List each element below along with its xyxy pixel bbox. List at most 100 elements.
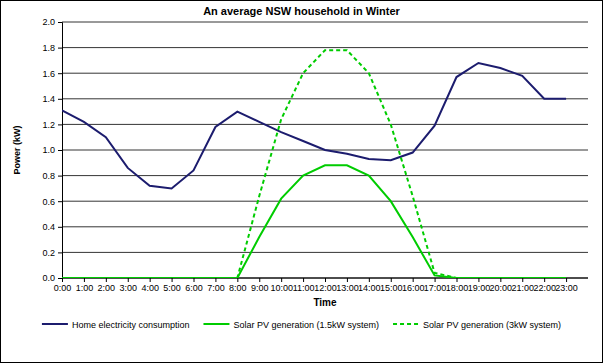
x-tick: 22:00 — [533, 278, 556, 293]
x-tick-mark — [391, 278, 392, 282]
x-tick-label: 15:00 — [380, 283, 403, 293]
y-axis-title: Power (kW) — [12, 125, 22, 174]
x-tick-label: 2:00 — [98, 283, 116, 293]
x-tick: 23:00 — [555, 278, 578, 293]
x-tick: 1:00 — [76, 278, 94, 293]
y-tick-mark — [58, 124, 62, 125]
legend-swatch — [42, 323, 68, 325]
y-tick-label: 1.6 — [42, 69, 55, 79]
y-tick-mark — [58, 227, 62, 228]
plot-lines — [62, 50, 566, 278]
y-tick-label: 0.0 — [42, 273, 55, 283]
x-tick: 20:00 — [490, 278, 513, 293]
x-tick: 8:00 — [229, 278, 247, 293]
legend: Home electricity consumption Solar PV gen… — [42, 320, 561, 330]
x-tick: 15:00 — [380, 278, 403, 293]
x-tick-label: 22:00 — [533, 283, 556, 293]
y-tick-mark — [58, 48, 62, 49]
x-tick-mark — [478, 278, 479, 282]
x-tick-mark — [84, 278, 85, 282]
x-tick-label: 21:00 — [511, 283, 534, 293]
x-tick: 18:00 — [446, 278, 469, 293]
x-tick-label: 9:00 — [251, 283, 269, 293]
y-tick-mark — [58, 22, 62, 23]
series-line — [62, 165, 566, 278]
legend-label: Solar PV generation (1.5kW system) — [233, 320, 379, 330]
y-tick: 1.4 — [42, 94, 62, 104]
x-tick-label: 14:00 — [358, 283, 381, 293]
y-tick-label: 0.8 — [42, 171, 55, 181]
y-axis-line — [58, 23, 63, 279]
y-tick: 0.8 — [42, 171, 62, 181]
x-tick-mark — [237, 278, 238, 282]
y-tick: 2.0 — [42, 17, 62, 27]
x-tick-mark — [500, 278, 501, 282]
x-tick-label: 23:00 — [555, 283, 578, 293]
x-tick-label: 1:00 — [76, 283, 94, 293]
x-tick-mark — [128, 278, 129, 282]
x-tick-mark — [215, 278, 216, 282]
x-tick: 0:00 — [54, 278, 72, 293]
x-tick-mark — [369, 278, 370, 282]
legend-swatch — [203, 323, 229, 325]
y-tick-mark — [58, 252, 62, 253]
legend-label: Home electricity consumption — [72, 320, 190, 330]
x-tick-mark — [457, 278, 458, 282]
x-tick: 7:00 — [207, 278, 225, 293]
x-tick-label: 17:00 — [424, 283, 447, 293]
y-tick-label: 0.6 — [42, 197, 55, 207]
y-tick-mark — [58, 150, 62, 151]
x-tick-label: 18:00 — [446, 283, 469, 293]
legend-item: Solar PV generation (3kW system) — [393, 320, 561, 330]
x-tick-mark — [62, 278, 63, 282]
grid-line — [62, 252, 588, 253]
x-tick-label: 7:00 — [207, 283, 225, 293]
x-tick: 21:00 — [511, 278, 534, 293]
x-tick-mark — [413, 278, 414, 282]
y-tick-label: 1.0 — [42, 145, 55, 155]
x-tick: 12:00 — [314, 278, 337, 293]
x-axis: 0:00 1:00 2:003:00 4:00 5:00 6:00 7:00 8:00 9:00… — [54, 278, 588, 293]
x-tick: 4:00 — [141, 278, 159, 293]
x-tick-mark — [347, 278, 348, 282]
x-tick: 10:00 — [270, 278, 293, 293]
y-tick-mark — [58, 278, 62, 279]
x-tick-label: 10:00 — [270, 283, 293, 293]
x-tick: 11:00 — [293, 278, 315, 293]
grid-line — [62, 73, 588, 74]
y-tick-label: 1.4 — [42, 94, 55, 104]
y-tick: 1.2 — [42, 120, 62, 130]
x-tick-label: 3:00 — [119, 283, 137, 293]
y-tick-mark — [58, 73, 62, 74]
x-tick-mark — [259, 278, 260, 282]
grid-line — [62, 226, 588, 227]
x-tick-mark — [150, 278, 151, 282]
x-tick-mark — [522, 278, 523, 282]
x-tick-mark — [194, 278, 195, 282]
x-tick-mark — [106, 278, 107, 282]
y-tick-mark — [58, 99, 62, 100]
chart-border — [1, 1, 603, 363]
grid-line — [62, 175, 588, 176]
grid-line — [62, 201, 588, 202]
legend-item: Home electricity consumption — [42, 320, 190, 330]
x-tick-mark — [566, 278, 567, 282]
x-tick-label: 12:00 — [314, 283, 337, 293]
x-tick-label: 0:00 — [54, 283, 72, 293]
x-tick-label: 6:00 — [185, 283, 203, 293]
y-tick: 1.0 — [42, 145, 62, 155]
y-tick-label: 0.4 — [42, 222, 55, 232]
x-tick-mark — [303, 278, 304, 282]
y-tick: 0.2 — [42, 248, 62, 258]
x-tick: 2:00 — [98, 278, 116, 293]
legend-swatch — [393, 323, 419, 325]
x-tick-label: 5:00 — [163, 283, 181, 293]
grid-line — [62, 47, 588, 48]
x-tick: 19:00 — [468, 278, 491, 293]
y-tick-label: 1.8 — [42, 43, 55, 53]
x-tick-label: 13:00 — [336, 283, 359, 293]
x-tick: 14:00 — [358, 278, 381, 293]
grid — [62, 22, 588, 278]
y-tick: 1.6 — [42, 69, 62, 79]
y-tick-label: 2.0 — [42, 17, 55, 27]
